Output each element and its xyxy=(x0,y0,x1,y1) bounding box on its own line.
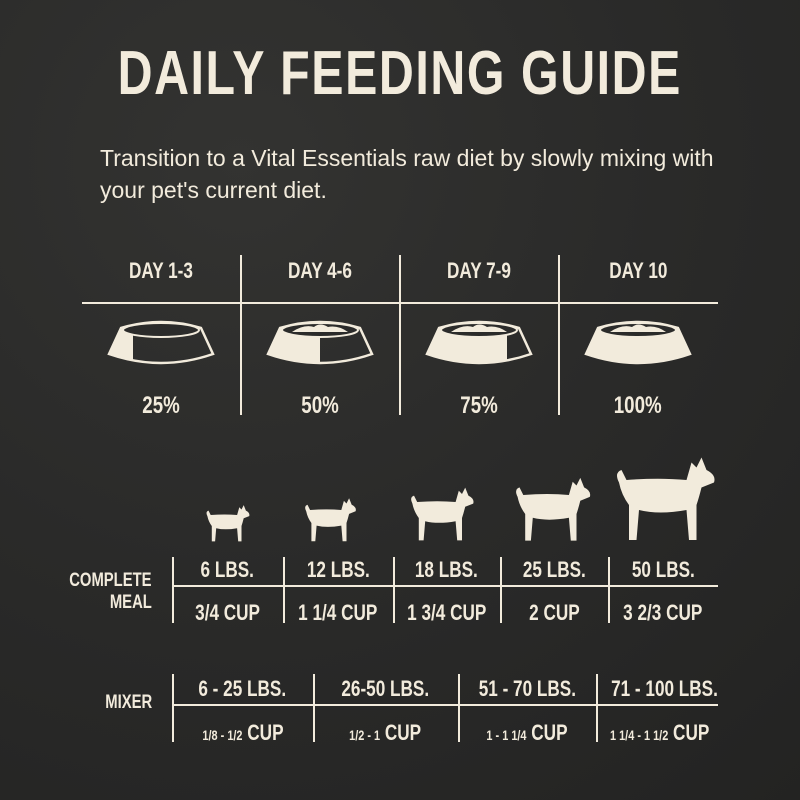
amount-cell: 1 - 1 1/4 CUP xyxy=(486,720,568,745)
divider xyxy=(399,255,401,415)
percent-label: 100% xyxy=(614,392,662,419)
amount-cell: 1 1/4 - 1 1/2 CUP xyxy=(610,720,710,745)
divider xyxy=(393,557,395,623)
weight-cell: 51 - 70 LBS. xyxy=(478,676,576,701)
amount-cell: 1/2 - 1 CUP xyxy=(349,720,422,745)
percent-label: 50% xyxy=(301,392,339,419)
weight-cell: 25 LBS. xyxy=(522,557,586,582)
subtitle: Transition to a Vital Essentials raw die… xyxy=(100,145,714,203)
weight-cell: 18 LBS. xyxy=(415,557,478,582)
divider xyxy=(172,557,174,623)
shiba-icon xyxy=(516,477,591,541)
weight-cell: 26-50 LBS. xyxy=(341,676,430,701)
divider xyxy=(608,557,610,623)
divider xyxy=(313,674,315,742)
divider xyxy=(283,557,285,623)
bowl-icon xyxy=(107,320,215,365)
mixer-label: MIXER xyxy=(105,692,152,713)
divider xyxy=(500,557,502,623)
bowl-icon xyxy=(425,320,533,365)
amount-cell: 1 3/4 CUP xyxy=(406,600,487,625)
amount-cell: 1 1/4 CUP xyxy=(298,600,378,625)
weight-cell: 71 - 100 LBS. xyxy=(611,676,718,701)
percent-label: 75% xyxy=(460,392,498,419)
day-label: DAY 4-6 xyxy=(288,258,352,283)
divider xyxy=(458,674,460,742)
divider xyxy=(558,255,560,415)
bowl-icon xyxy=(266,320,374,365)
retriever-icon xyxy=(616,457,715,540)
percent-label: 25% xyxy=(142,392,180,419)
amount-cell: 3/4 CUP xyxy=(195,600,260,625)
divider xyxy=(172,585,718,587)
day-label: DAY 10 xyxy=(608,258,668,283)
day-label: DAY 7-9 xyxy=(447,258,511,283)
weight-cell: 6 LBS. xyxy=(200,557,255,582)
divider xyxy=(596,674,598,742)
poodle-icon xyxy=(304,497,356,541)
amount-cell: 2 CUP xyxy=(528,600,580,625)
bowl-icon xyxy=(584,320,692,365)
complete-meal-label: COMPLETE MEAL xyxy=(69,570,152,613)
pug-icon xyxy=(411,487,474,541)
weight-cell: 50 LBS. xyxy=(631,557,695,582)
divider xyxy=(172,674,174,742)
page-title: DAILY FEEDING GUIDE xyxy=(117,39,683,108)
divider xyxy=(172,704,718,706)
divider xyxy=(240,255,242,415)
weight-cell: 12 LBS. xyxy=(306,557,370,582)
day-label: DAY 1-3 xyxy=(129,258,193,283)
amount-cell: 1/8 - 1/2 CUP xyxy=(201,720,284,745)
weight-cell: 6 - 25 LBS. xyxy=(198,676,287,701)
amount-cell: 3 2/3 CUP xyxy=(623,600,703,625)
chihuahua-icon xyxy=(206,504,250,541)
